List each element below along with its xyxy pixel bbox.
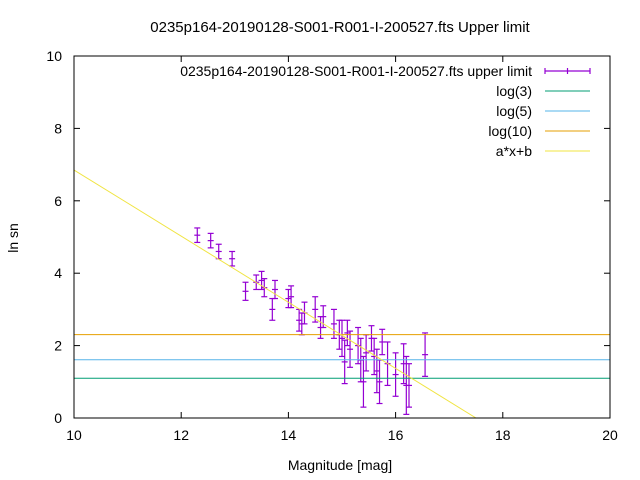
fit-line bbox=[74, 169, 477, 418]
x-axis-label: Magnitude [mag] bbox=[288, 457, 392, 473]
x-tick-label: 14 bbox=[281, 427, 297, 443]
data-point bbox=[288, 285, 295, 309]
data-point bbox=[406, 363, 412, 408]
y-axis-label: ln sn bbox=[5, 223, 21, 253]
data-point bbox=[229, 250, 236, 267]
data-point bbox=[360, 355, 367, 408]
x-tick-label: 18 bbox=[495, 427, 511, 443]
x-tick-label: 20 bbox=[602, 427, 618, 443]
y-tick-label: 4 bbox=[54, 265, 62, 281]
legend-label: 0235p164-20190128-S001-R001-I-200527.fts… bbox=[180, 63, 532, 79]
plot-area bbox=[74, 169, 610, 418]
y-tick-label: 6 bbox=[54, 193, 62, 209]
y-tick-label: 8 bbox=[54, 120, 62, 136]
data-point bbox=[422, 332, 429, 377]
data-point bbox=[242, 281, 249, 301]
data-point bbox=[285, 288, 292, 309]
data-point bbox=[272, 279, 278, 300]
x-tick-label: 12 bbox=[173, 427, 189, 443]
data-point bbox=[330, 308, 337, 339]
legend-label: a*x+b bbox=[496, 143, 532, 159]
data-point bbox=[207, 232, 214, 249]
data-point bbox=[341, 339, 348, 385]
data-point bbox=[379, 328, 386, 356]
data-point bbox=[258, 270, 265, 291]
legend: 0235p164-20190128-S001-R001-I-200527.fts… bbox=[180, 63, 591, 159]
data-point bbox=[215, 243, 222, 260]
data-point bbox=[312, 296, 319, 323]
data-point bbox=[344, 319, 351, 347]
data-point bbox=[269, 297, 276, 321]
x-tick-label: 10 bbox=[66, 427, 82, 443]
legend-label: log(10) bbox=[488, 123, 532, 139]
y-tick-label: 0 bbox=[54, 410, 62, 426]
data-point bbox=[347, 330, 354, 368]
data-point bbox=[194, 227, 201, 244]
plot-clipped bbox=[74, 169, 610, 418]
y-tick-label: 10 bbox=[46, 48, 62, 64]
legend-label: log(3) bbox=[496, 83, 532, 99]
chart-title: 0235p164-20190128-S001-R001-I-200527.fts… bbox=[150, 19, 530, 36]
axes: 10 12 14 16 18 20 0 2 4 6 8 10 bbox=[46, 48, 618, 443]
y-tick-label: 2 bbox=[54, 338, 62, 354]
data-point bbox=[339, 319, 345, 358]
data-point bbox=[400, 343, 407, 385]
legend-label: log(5) bbox=[496, 103, 532, 119]
plot-frame bbox=[73, 55, 611, 419]
x-tick-label: 16 bbox=[388, 427, 404, 443]
